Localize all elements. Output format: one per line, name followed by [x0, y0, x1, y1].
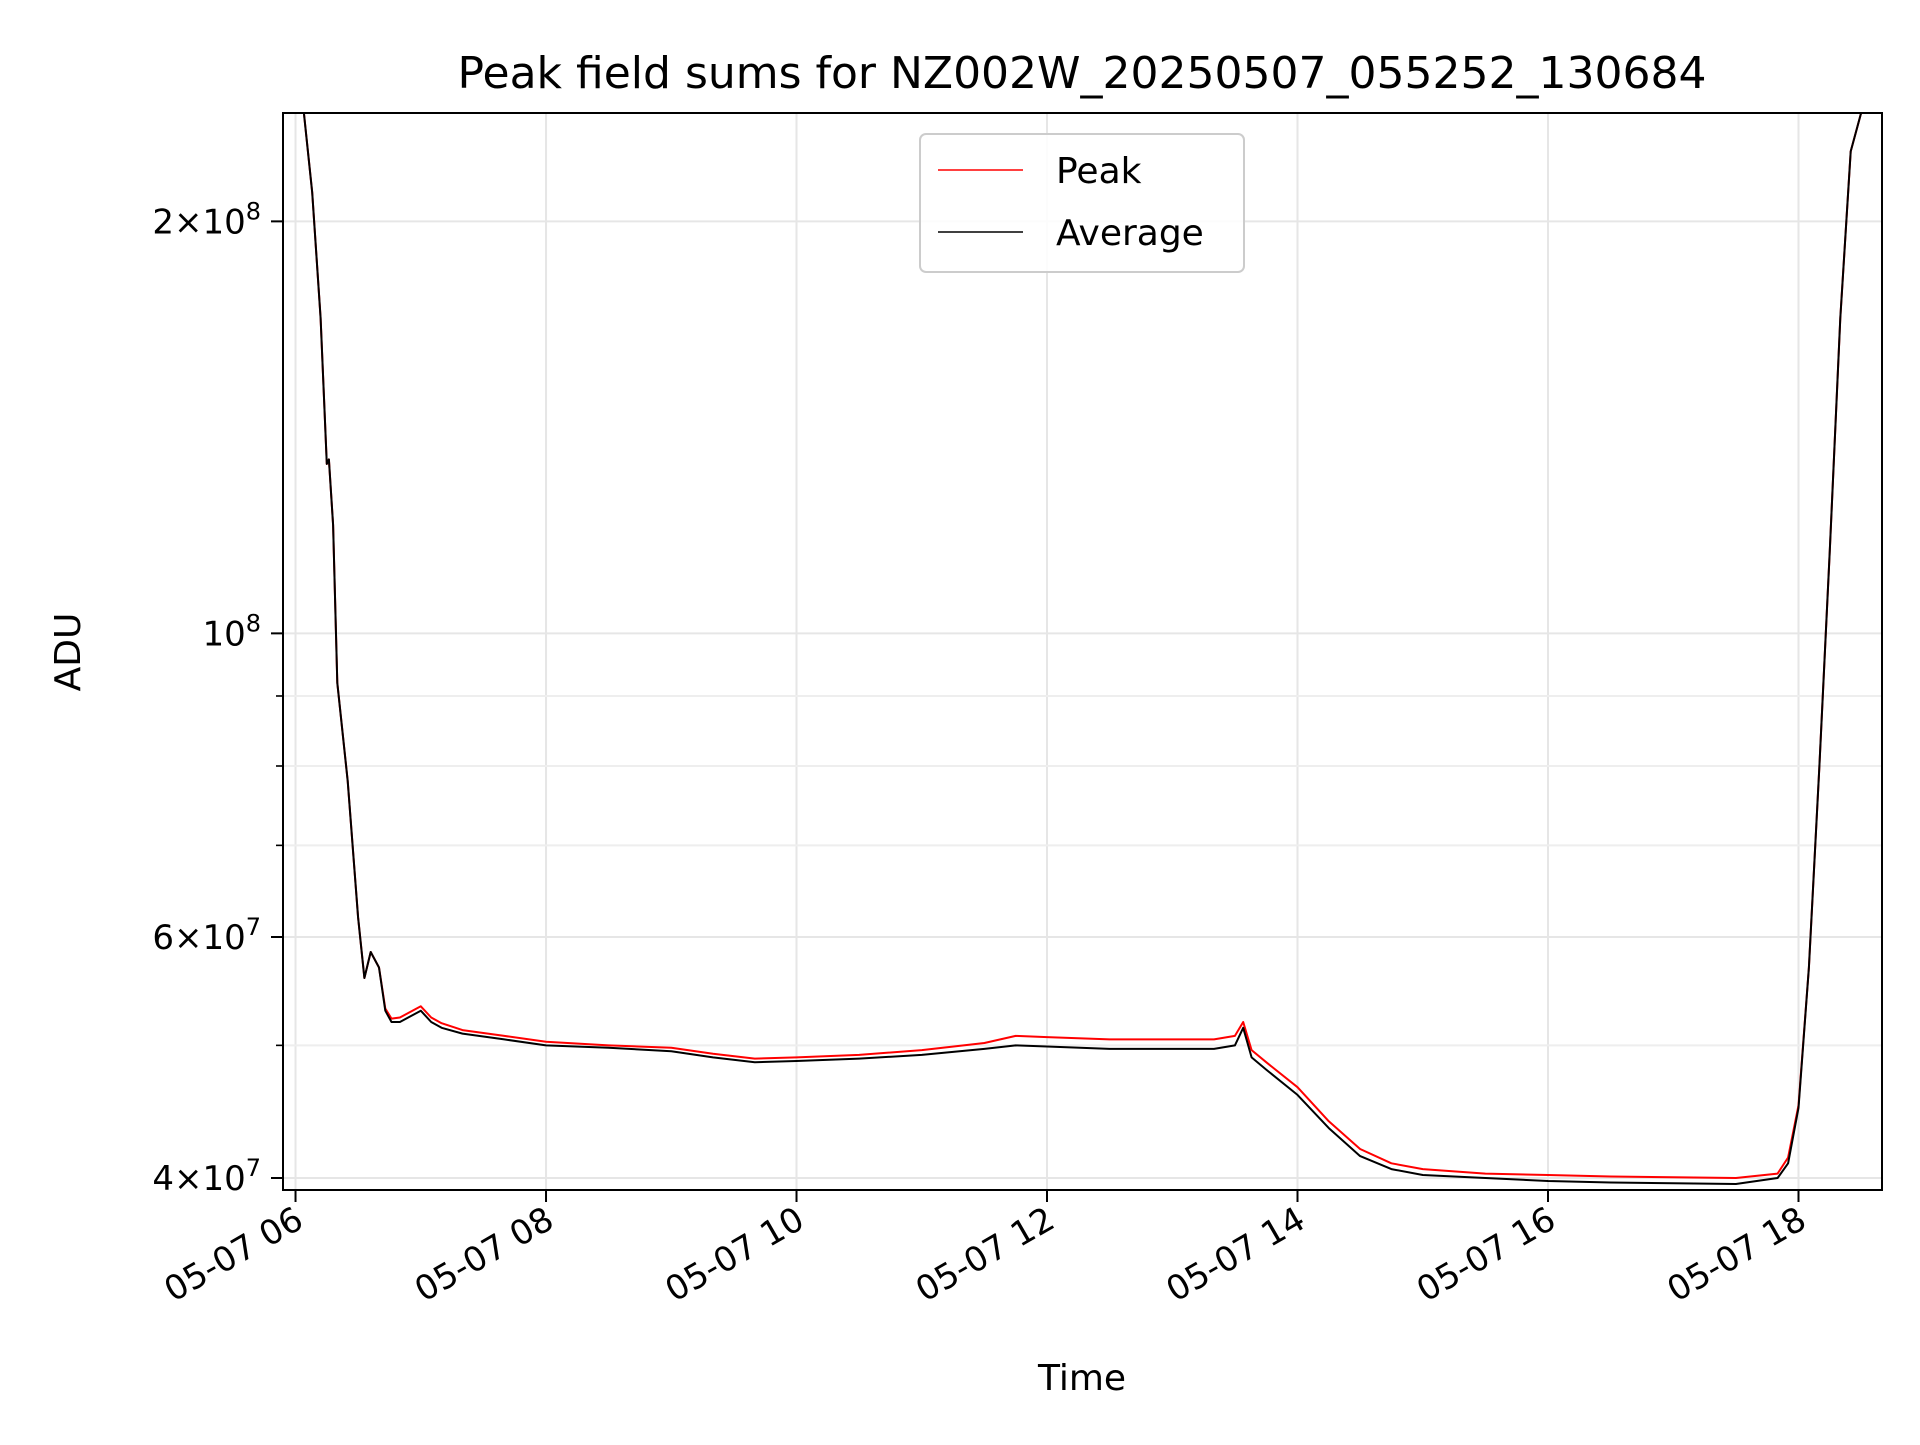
plot-frame	[282, 112, 1883, 1191]
chart-title: Peak field sums for NZ002W_20250507_0552…	[458, 48, 1707, 99]
y-tick-label-1: 6×107	[152, 913, 261, 958]
y-tick-label-0: 4×107	[152, 1154, 261, 1199]
legend-label-average: Average	[1056, 213, 1204, 254]
y-axis-label: ADU	[48, 613, 89, 692]
x-axis-label: Time	[1037, 1358, 1126, 1399]
series-layer	[302, 113, 1863, 1185]
legend-box	[919, 133, 1245, 273]
legend-label-peak: Peak	[1056, 151, 1142, 192]
y-tick-label-2: 108	[202, 609, 261, 654]
y-tick-label-3: 2×108	[152, 197, 261, 242]
series-line-average	[302, 113, 1863, 1185]
legend: Peak Average	[919, 133, 1245, 273]
